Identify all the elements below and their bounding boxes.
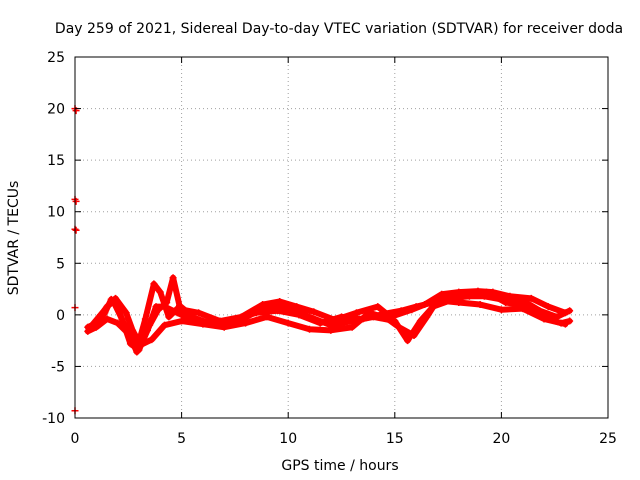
tick-layer: 0 5 10 15 20 25 -10 -5 0 5 10 15 20 25: [42, 50, 617, 447]
data-point: [150, 280, 158, 288]
data-point: [141, 315, 149, 323]
data-point: [374, 303, 382, 311]
x-tick-label: 5: [177, 431, 186, 447]
data-point: [365, 309, 373, 317]
y-tick-label: 0: [56, 308, 65, 324]
x-axis-label: GPS time / hours: [281, 458, 398, 474]
data-point: [148, 336, 156, 344]
data-point: [72, 226, 80, 234]
data-point: [331, 316, 339, 324]
data-point: [103, 315, 111, 323]
data-point: [72, 197, 80, 205]
data-point: [84, 327, 92, 335]
data-point: [502, 298, 510, 306]
data-point: [161, 321, 169, 329]
data-point: [97, 311, 105, 319]
x-tick-label: 25: [599, 431, 617, 447]
data-point: [199, 320, 207, 328]
data-point: [276, 297, 284, 305]
data-point: [540, 315, 548, 323]
data-layer: [71, 105, 574, 415]
data-point: [118, 315, 126, 323]
data-point: [527, 294, 535, 302]
data-point: [165, 313, 173, 321]
y-axis-label: SDTVAR / TECUs: [6, 181, 22, 296]
series-sdtvar: [71, 105, 574, 415]
data-point: [242, 319, 250, 327]
data-point: [352, 309, 360, 317]
data-point: [423, 313, 431, 321]
data-point: [544, 303, 552, 311]
data-point: [169, 274, 177, 282]
data-point: [561, 309, 569, 317]
data-point: [489, 288, 497, 296]
data-point: [310, 308, 318, 316]
plot-frame: [74, 56, 609, 419]
data-point: [306, 325, 314, 333]
data-point: [263, 313, 271, 321]
data-point: [92, 323, 100, 331]
data-point: [348, 323, 356, 331]
data-point: [178, 317, 186, 325]
data-point: [216, 317, 224, 325]
grid-layer: [75, 57, 608, 418]
data-point: [156, 288, 164, 296]
data-point: [154, 306, 162, 314]
data-point: [561, 320, 569, 328]
data-point: [497, 306, 505, 314]
data-point: [237, 313, 245, 321]
data-point: [306, 313, 314, 321]
data-point: [114, 319, 122, 327]
data-point: [438, 290, 446, 298]
data-point: [220, 323, 228, 331]
data-point: [124, 329, 132, 337]
y-tick-label: 5: [56, 256, 65, 272]
data-point: [382, 314, 390, 322]
y-tick-label: 10: [47, 205, 65, 221]
data-point: [327, 326, 335, 334]
y-tick-label: -10: [42, 411, 65, 427]
data-point: [421, 301, 429, 309]
y-tick-label: 15: [47, 153, 65, 169]
data-point: [122, 309, 130, 317]
x-tick-label: 0: [71, 431, 80, 447]
data-point: [173, 305, 181, 313]
y-tick-label: 25: [47, 50, 65, 66]
y-tick-label: 20: [47, 102, 65, 118]
data-point: [506, 292, 514, 300]
data-point: [395, 323, 403, 331]
data-point: [284, 319, 292, 327]
data-point: [474, 287, 482, 295]
data-point: [519, 305, 527, 313]
data-point: [105, 301, 113, 309]
data-point: [259, 301, 267, 309]
data-point: [455, 298, 463, 306]
data-point: [566, 317, 574, 325]
data-point: [146, 321, 154, 329]
x-tick-label: 15: [386, 431, 404, 447]
data-point: [133, 348, 141, 356]
data-point: [112, 294, 120, 302]
chart-title: Day 259 of 2021, Sidereal Day-to-day VTE…: [55, 21, 623, 37]
data-point: [433, 296, 441, 304]
y-tick-label: -5: [51, 359, 65, 375]
data-point: [195, 309, 203, 317]
data-point: [135, 342, 143, 350]
data-point: [129, 326, 137, 334]
data-point: [455, 288, 463, 296]
data-point: [476, 301, 484, 309]
x-tick-label: 20: [492, 431, 510, 447]
data-point: [404, 337, 412, 345]
data-point: [410, 331, 418, 339]
data-point: [293, 303, 301, 311]
data-point: [408, 306, 416, 314]
x-tick-label: 10: [279, 431, 297, 447]
